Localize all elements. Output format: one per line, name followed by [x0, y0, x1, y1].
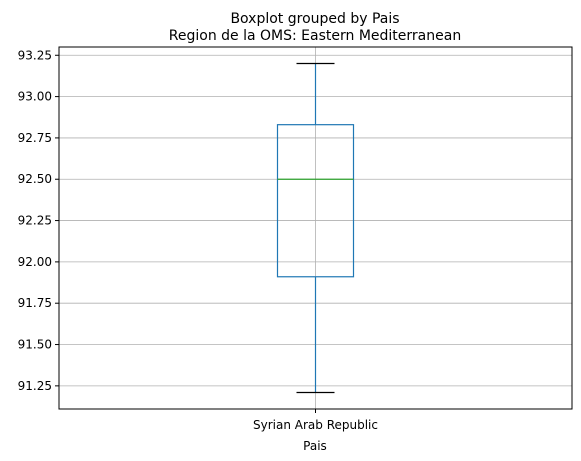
y-tick-label: 91.25 — [18, 379, 52, 393]
y-tick-label: 92.00 — [18, 255, 52, 269]
x-axis-ticks: Syrian Arab Republic — [253, 409, 378, 432]
iqr-box — [276, 124, 355, 278]
y-tick-label: 93.00 — [18, 90, 52, 104]
chart-suptitle: Boxplot grouped by Pais — [230, 11, 399, 27]
x-tick-label: Syrian Arab Republic — [253, 418, 378, 432]
plot-frame — [58, 46, 573, 410]
y-tick-label: 91.50 — [18, 338, 52, 352]
y-tick-label: 92.75 — [18, 131, 52, 145]
box-group — [276, 62, 355, 394]
y-axis-ticks: 91.25 91.50 91.75 92.00 92.25 92.50 92.75 93.00… — [18, 48, 59, 393]
y-tick-label: 91.75 — [18, 296, 52, 310]
y-tick-label: 93.25 — [18, 48, 52, 62]
y-tick-label: 92.25 — [18, 214, 52, 228]
chart-title: Region de la OMS: Eastern Mediterranean — [169, 28, 461, 44]
x-axis-label: Pais — [303, 439, 327, 453]
y-tick-label: 92.50 — [18, 172, 52, 186]
